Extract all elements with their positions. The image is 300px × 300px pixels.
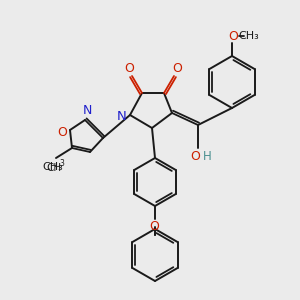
Text: O: O — [228, 29, 238, 43]
Text: N: N — [117, 110, 127, 122]
Text: O: O — [172, 62, 182, 76]
Text: O: O — [124, 62, 134, 76]
Text: N: N — [82, 104, 92, 118]
Text: O: O — [190, 151, 200, 164]
Text: O: O — [149, 220, 159, 232]
Text: CH: CH — [46, 163, 62, 173]
Text: O: O — [57, 125, 67, 139]
Text: 3: 3 — [60, 159, 64, 168]
Text: CH₃: CH₃ — [43, 162, 63, 172]
Text: CH₃: CH₃ — [238, 31, 260, 41]
Text: H: H — [202, 151, 211, 164]
